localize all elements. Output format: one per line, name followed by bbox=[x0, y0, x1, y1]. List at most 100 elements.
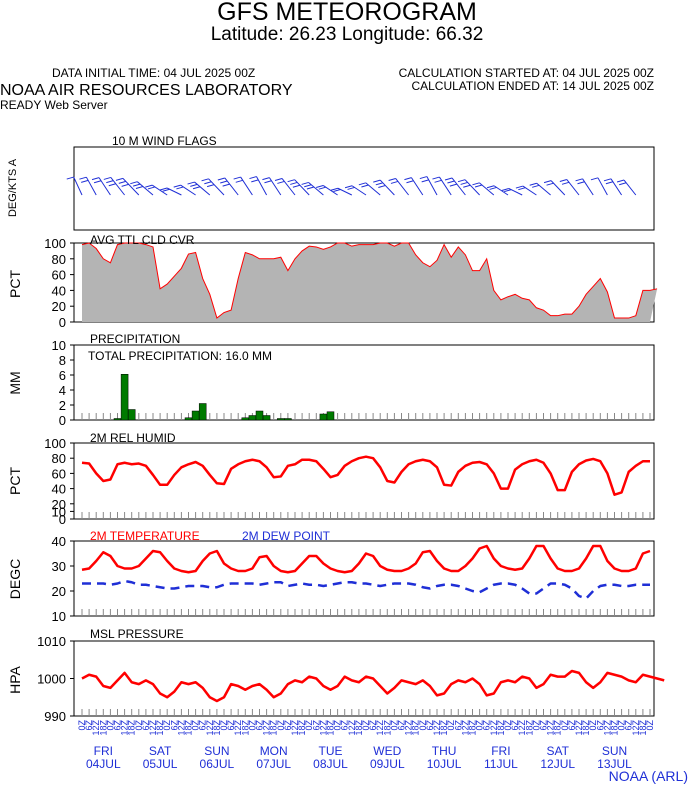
wind-barb-flag bbox=[378, 185, 386, 188]
wind-barb-flag bbox=[217, 177, 225, 181]
x-hour-label: 0Z bbox=[645, 720, 655, 731]
x-date-label: 06JUL bbox=[200, 757, 235, 771]
humid-ytick-label: 40 bbox=[52, 482, 66, 497]
wind-panel-ylabel: DEG/KTS A bbox=[7, 158, 19, 217]
x-hour-label: 12Z bbox=[233, 720, 243, 736]
humid-line bbox=[81, 455, 650, 496]
humid-ytick-label: 0 bbox=[59, 512, 66, 527]
wind-barb-flag bbox=[222, 183, 230, 187]
wind-panel-frame bbox=[73, 146, 655, 231]
wind-barb-flag bbox=[106, 180, 114, 184]
precip-bar bbox=[262, 415, 271, 421]
x-hour-label: 18Z bbox=[155, 720, 165, 736]
wind-barb-flag bbox=[561, 181, 570, 185]
x-hour-label: 18Z bbox=[326, 720, 336, 736]
x-hour-label: 0Z bbox=[503, 720, 513, 731]
wind-barb bbox=[122, 178, 140, 196]
precip-bar bbox=[120, 374, 129, 421]
wind-barb-flag bbox=[457, 179, 466, 183]
temp-series-legend: 2M TEMPERATURE bbox=[90, 529, 200, 543]
wind-barb-flag bbox=[529, 182, 537, 186]
wind-barb-flag bbox=[190, 183, 198, 187]
precip-total-annotation: TOTAL PRECIPITATION: 16.0 MM bbox=[88, 349, 272, 363]
temp-ytick-label: 10 bbox=[52, 609, 66, 624]
x-hour-label: 0Z bbox=[162, 720, 172, 731]
pressure-panel-title: MSL PRESSURE bbox=[90, 627, 184, 641]
x-hour-label: 6Z bbox=[397, 720, 407, 731]
pressure-ytick-label: 1000 bbox=[37, 672, 66, 687]
x-hour-label: 0Z bbox=[333, 720, 343, 731]
x-hour-label: 6Z bbox=[141, 720, 151, 731]
cloud-ytick-label: 40 bbox=[52, 283, 66, 298]
x-hour-label: 0Z bbox=[247, 720, 257, 731]
x-hour-label: 18Z bbox=[297, 720, 307, 736]
x-hour-label: 0Z bbox=[77, 720, 87, 731]
wind-barb-flag bbox=[474, 184, 483, 188]
x-hour-label: 6Z bbox=[255, 720, 265, 731]
x-hour-label: 6Z bbox=[283, 720, 293, 731]
x-hour-label: 18Z bbox=[354, 720, 364, 736]
cloud-cover-area bbox=[82, 243, 658, 322]
x-hour-label: 0Z bbox=[134, 720, 144, 731]
wind-barb-flag bbox=[375, 182, 383, 186]
x-day-of-week: FRI bbox=[94, 744, 113, 758]
x-hour-label: 18Z bbox=[212, 720, 222, 736]
x-hour-label: 18Z bbox=[610, 720, 620, 736]
wind-barb bbox=[73, 176, 83, 196]
x-date-label: 08JUL bbox=[313, 757, 348, 771]
wind-barb bbox=[294, 179, 310, 196]
precip-bar bbox=[255, 410, 264, 421]
wind-barb-flag bbox=[373, 179, 381, 183]
wind-barb-flag bbox=[187, 181, 195, 185]
wind-barb-flag bbox=[147, 186, 156, 190]
x-day-of-week: THU bbox=[432, 744, 457, 758]
precip-ytick-label: 4 bbox=[59, 383, 66, 398]
precip-bar bbox=[127, 409, 136, 421]
wind-barb-flag bbox=[432, 176, 440, 180]
wind-barb-flag bbox=[463, 184, 471, 188]
x-hour-label: 0Z bbox=[446, 720, 456, 731]
wind-barb-flag bbox=[162, 188, 170, 192]
wind-barb-flag bbox=[447, 180, 455, 184]
wind-barb-flag bbox=[81, 179, 89, 183]
wind-barb-flag bbox=[559, 179, 567, 182]
wind-barb-flag bbox=[304, 184, 312, 188]
x-hour-label: 6Z bbox=[595, 720, 605, 731]
wind-barb-flag bbox=[93, 180, 102, 184]
x-hour-label: 0Z bbox=[304, 720, 314, 731]
wind-barb-flag bbox=[118, 180, 126, 184]
wind-barb-flag bbox=[421, 179, 429, 183]
wind-barb-flag bbox=[301, 181, 309, 185]
precip-bar bbox=[113, 418, 122, 421]
cloud-ytick-label: 100 bbox=[44, 236, 66, 251]
precip-bar bbox=[277, 418, 285, 421]
x-hour-label: 6Z bbox=[482, 720, 492, 731]
wind-barb-flag bbox=[290, 181, 298, 185]
precip-bar bbox=[319, 413, 328, 421]
x-hour-label: 6Z bbox=[311, 720, 321, 731]
wind-barb-flag bbox=[159, 187, 168, 191]
wind-barb-flag bbox=[486, 185, 495, 189]
cloud-ytick-label: 0 bbox=[59, 315, 66, 330]
wind-barb-flag bbox=[206, 184, 215, 188]
x-hour-label: 12Z bbox=[460, 720, 470, 736]
x-hour-label: 12Z bbox=[205, 720, 215, 736]
humid-ytick-label: 60 bbox=[52, 466, 66, 481]
location-subtitle: Latitude: 26.23 Longitude: 66.32 bbox=[210, 24, 484, 45]
wind-barb-flag bbox=[575, 178, 583, 182]
x-hour-label: 6Z bbox=[453, 720, 463, 731]
wind-barb-flag bbox=[316, 184, 324, 188]
precip-panel-ylabel: MM bbox=[7, 371, 23, 394]
footer-credit: NOAA (ARL) bbox=[608, 768, 688, 784]
temp-ytick-label: 20 bbox=[52, 584, 66, 599]
x-hour-label: 18Z bbox=[553, 720, 563, 736]
wind-barb-flag bbox=[616, 179, 625, 183]
x-day-of-week: TUE bbox=[319, 744, 343, 758]
wind-barb bbox=[224, 177, 239, 196]
x-hour-label: 0Z bbox=[105, 720, 115, 731]
x-hour-label: 0Z bbox=[588, 720, 598, 731]
wind-barb-flag bbox=[489, 186, 497, 190]
x-hour-label: 18Z bbox=[581, 720, 591, 736]
wind-barb-flag bbox=[603, 178, 612, 182]
